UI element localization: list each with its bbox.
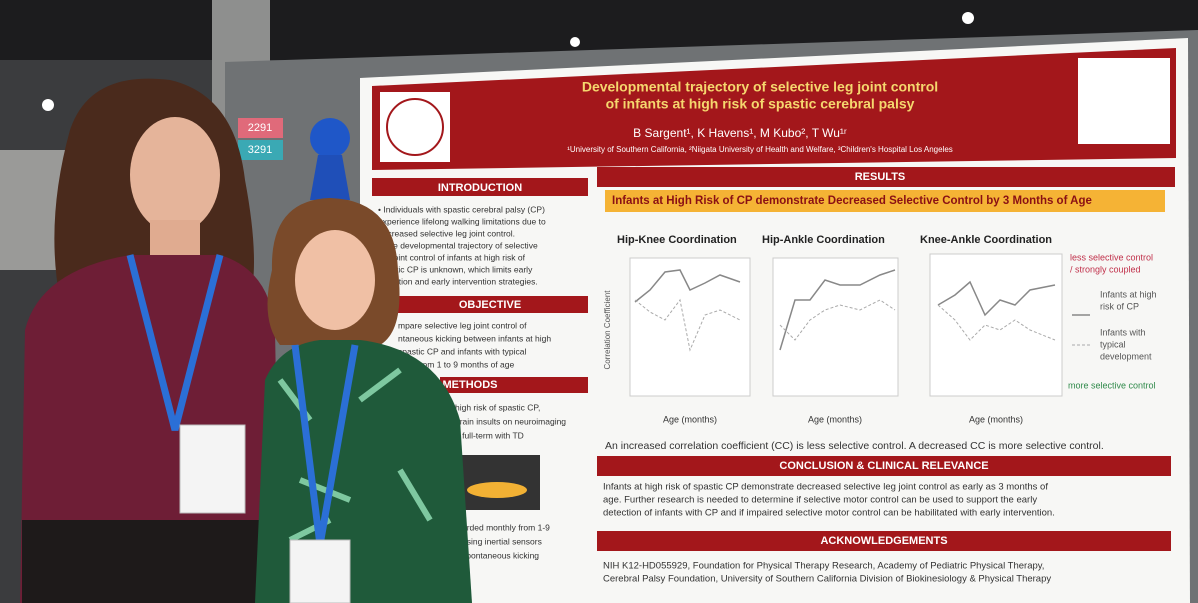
plot-frame (772, 257, 899, 397)
affiliations: ¹University of Southern California, ²Nii… (567, 145, 953, 154)
section-heading: RESULTS (855, 171, 906, 183)
face (295, 230, 375, 330)
section-heading: ACKNOWLEDGEMENTS (820, 535, 947, 547)
booth-numbers: 2291 3291 (248, 122, 272, 156)
results-banner (605, 190, 1165, 212)
university-seal (380, 92, 450, 162)
section-heading: METHODS (443, 379, 498, 391)
plot-line (937, 304, 1056, 341)
text-line: detection and early intervention strateg… (378, 276, 538, 286)
badge (289, 539, 351, 603)
face (130, 117, 220, 233)
text-line: Cerebral Palsy Foundation, University of… (603, 574, 1051, 585)
booth-tag (238, 140, 283, 160)
text-line: n full-term with TD (455, 430, 524, 440)
section-bar (597, 167, 1175, 187)
infant-logo (1078, 58, 1170, 144)
plot-frame (929, 253, 1063, 397)
text-line: spontaneous kicking (462, 550, 539, 560)
plot-line (937, 280, 1056, 317)
lanyard (126, 254, 224, 431)
poster-text: Developmental trajectory of selective le… (378, 79, 1157, 585)
text-line: using inertial sensors (462, 536, 542, 546)
ceiling-light (962, 12, 974, 24)
section-heading: CONCLUSION & CLINICAL RELEVANCE (779, 460, 988, 472)
plot-line (779, 269, 896, 351)
section-bar (372, 178, 588, 196)
ceiling-light (570, 37, 580, 47)
section-bar (440, 377, 588, 393)
text-line: high risk of spastic CP, (455, 402, 540, 412)
legend-text: typical (1100, 339, 1126, 349)
text-line: age. Further research is needed to deter… (603, 495, 1037, 506)
x-axis-label: Age (months) (969, 414, 1023, 424)
results-banner: Infants at High Risk of CP demonstrate D… (612, 195, 1092, 207)
section-bar (597, 531, 1171, 551)
pattern (277, 367, 433, 543)
section-bar (395, 296, 588, 313)
poster-title: Developmental trajectory of selective le… (582, 79, 938, 95)
text-line: decreased selective leg joint control. (378, 228, 515, 238)
badge (179, 424, 246, 514)
legend-text: Infants at high (1100, 289, 1157, 299)
poster-header (372, 48, 1176, 170)
text-line: ntaneous kicking between infants at high (398, 333, 551, 343)
authors: B Sargent¹, K Havens¹, M Kubo², T Wu¹ʳ (633, 126, 847, 140)
legend-text: more selective control (1068, 380, 1156, 390)
text-line: • The developmental trajectory of select… (378, 240, 538, 250)
booth-number: 3291 (248, 144, 272, 156)
text-line: experience lifelong walking limitations … (378, 216, 546, 226)
x-axis-label: Age (months) (663, 414, 717, 424)
ribbon-tail (310, 155, 350, 200)
jacket (20, 255, 280, 603)
text-line: Infants at high risk of spastic CP demon… (603, 482, 1048, 493)
x-axis-label: Age (months) (808, 414, 862, 424)
person-left (20, 78, 280, 603)
text-line: NIH K12-HD055929, Foundation for Physica… (603, 561, 1044, 572)
section-heading: OBJECTIVE (459, 299, 521, 311)
legend-text: Infants with (1100, 327, 1146, 337)
poster-title: of infants at high risk of spastic cereb… (606, 96, 915, 112)
text-line: mpare selective leg joint control of (398, 320, 527, 330)
section-bar (597, 456, 1171, 476)
text-line: spastic CP is unknown, which limits earl… (378, 264, 533, 274)
booth-tag (238, 118, 283, 138)
person-right (255, 198, 472, 603)
text-line: brain insults on neuroimaging (455, 416, 566, 426)
legend-text: development (1100, 351, 1152, 361)
ribbon (310, 118, 350, 158)
section-heading: INTRODUCTION (438, 182, 522, 194)
text-line: leg joint control of infants at high ris… (378, 252, 526, 262)
legend-text: less selective control (1070, 252, 1153, 262)
plot-title: Hip-Knee Coordination (617, 234, 737, 246)
plot-title: Knee-Ankle Coordination (920, 234, 1052, 246)
plot-title: Hip-Ankle Coordination (762, 234, 885, 246)
text-line: detection of infants with CP and if impa… (603, 508, 1055, 519)
text-line: • Individuals with spastic cerebral pals… (378, 204, 545, 214)
skirt (22, 520, 277, 603)
plot-frame (629, 257, 751, 397)
legend-text: / strongly coupled (1070, 264, 1141, 274)
booth-number: 2291 (248, 122, 272, 134)
patterned-top (255, 340, 472, 603)
ceiling-light (42, 99, 54, 111)
seal-ring (386, 98, 444, 156)
plot-line (634, 269, 741, 303)
text-line: orded monthly from 1-9 (462, 522, 550, 532)
legend-text: risk of CP (1100, 301, 1139, 311)
plots (629, 253, 1090, 397)
text-line: spastic CP and infants with typical (398, 346, 526, 356)
caption: An increased correlation coefficient (CC… (605, 440, 1104, 452)
plot-line (779, 299, 896, 341)
plot-line (634, 298, 741, 352)
infant-in-photo (467, 482, 527, 498)
y-axis-label: Correlation Coefficient (603, 290, 612, 370)
text-line: (TD) from 1 to 9 months of age (398, 359, 514, 369)
